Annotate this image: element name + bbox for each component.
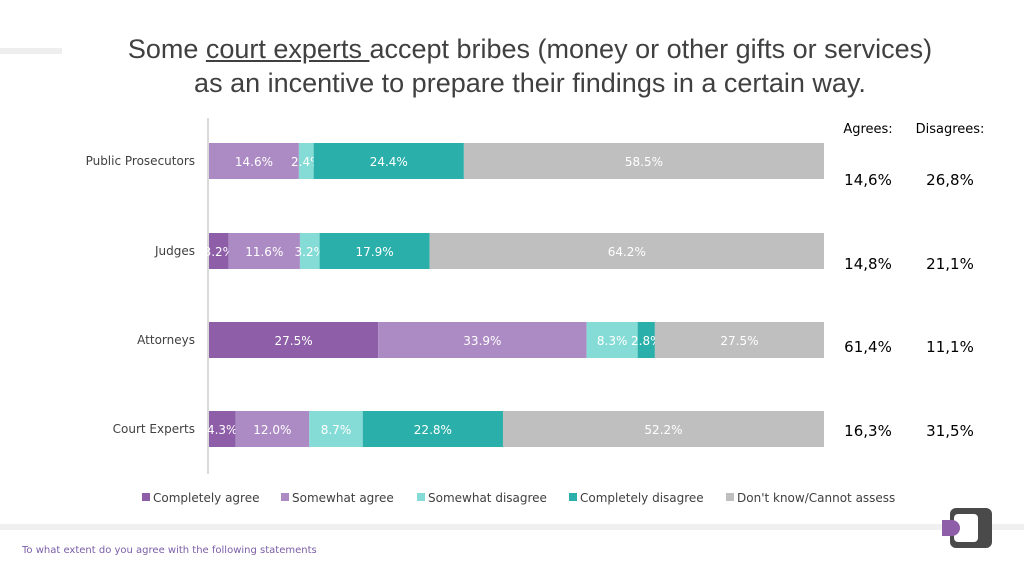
bar-segment: [209, 233, 229, 269]
legend-label: Somewhat agree: [292, 491, 394, 505]
bar-segment: [209, 411, 236, 447]
disagrees-header: Disagrees:: [916, 122, 985, 137]
bar-segment: [299, 233, 320, 269]
disagrees-value: 21,1%: [926, 255, 974, 273]
legend-label: Completely disagree: [580, 491, 704, 505]
bar-segment: [502, 411, 824, 447]
title-line-2: as an incentive to prepare their finding…: [194, 68, 866, 98]
legend-swatch: [281, 493, 289, 501]
data-label: 2.8%: [631, 334, 662, 348]
category-label: Public Prosecutors: [86, 154, 195, 168]
disagrees-value: 31,5%: [926, 422, 974, 440]
legend-label: Somewhat disagree: [428, 491, 547, 505]
data-label: 4.3%: [207, 423, 238, 437]
category-label: Court Experts: [113, 422, 195, 436]
page-title: Some court experts accept bribes (money …: [60, 32, 1000, 100]
agrees-value: 16,3%: [844, 422, 892, 440]
data-label: 33.9%: [463, 334, 501, 348]
title-part-2: accept bribes (money or other gifts or s…: [369, 34, 933, 64]
agrees-value: 14,8%: [844, 255, 892, 273]
disagrees-value: 11,1%: [926, 338, 974, 356]
legend-swatch: [142, 493, 150, 501]
bar-segment: [586, 322, 638, 358]
category-label: Attorneys: [137, 333, 195, 347]
data-label: 3.2%: [295, 245, 326, 259]
decorative-line: [0, 48, 62, 54]
title-underlined: court experts: [205, 34, 370, 64]
bar-segment: [298, 143, 314, 179]
category-label: Judges: [154, 244, 195, 258]
agrees-header: Agrees:: [843, 122, 892, 137]
agrees-value: 14,6%: [844, 171, 892, 189]
bar-segment: [228, 233, 300, 269]
data-label: 27.5%: [720, 334, 758, 348]
data-label: 64.2%: [608, 245, 646, 259]
bar-segment: [429, 233, 824, 269]
data-label: 27.5%: [275, 334, 313, 348]
legend-swatch: [417, 493, 425, 501]
bar-segment: [637, 322, 655, 358]
data-label: 52.2%: [644, 423, 682, 437]
data-label: 12.0%: [253, 423, 291, 437]
data-label: 8.7%: [321, 423, 352, 437]
data-label: 22.8%: [414, 423, 452, 437]
logo-icon: [942, 508, 992, 548]
legend-label: Completely agree: [153, 491, 260, 505]
bar-segment: [463, 143, 824, 179]
data-label: 17.9%: [356, 245, 394, 259]
bar-segment: [362, 411, 503, 447]
bar-segment: [654, 322, 824, 358]
legend-swatch: [726, 493, 734, 501]
bar-segment: [313, 143, 464, 179]
bar-segment: [378, 322, 587, 358]
data-label: 14.6%: [235, 155, 273, 169]
bar-segment: [235, 411, 310, 447]
data-label: 11.6%: [245, 245, 283, 259]
bottom-band: [0, 524, 1024, 530]
bar-segment: [209, 322, 379, 358]
title-part-1: Some: [127, 34, 206, 64]
footer-note: To what extent do you agree with the fol…: [22, 545, 317, 556]
legend-swatch: [569, 493, 577, 501]
bar-segment: [209, 143, 299, 179]
legend-label: Don't know/Cannot assess: [737, 491, 895, 505]
disagrees-value: 26,8%: [926, 171, 974, 189]
agrees-value: 61,4%: [844, 338, 892, 356]
data-label: 3.2%: [204, 245, 235, 259]
data-label: 24.4%: [370, 155, 408, 169]
data-label: 58.5%: [625, 155, 663, 169]
data-label: 8.3%: [597, 334, 628, 348]
bar-segment: [319, 233, 430, 269]
bar-segment: [309, 411, 363, 447]
